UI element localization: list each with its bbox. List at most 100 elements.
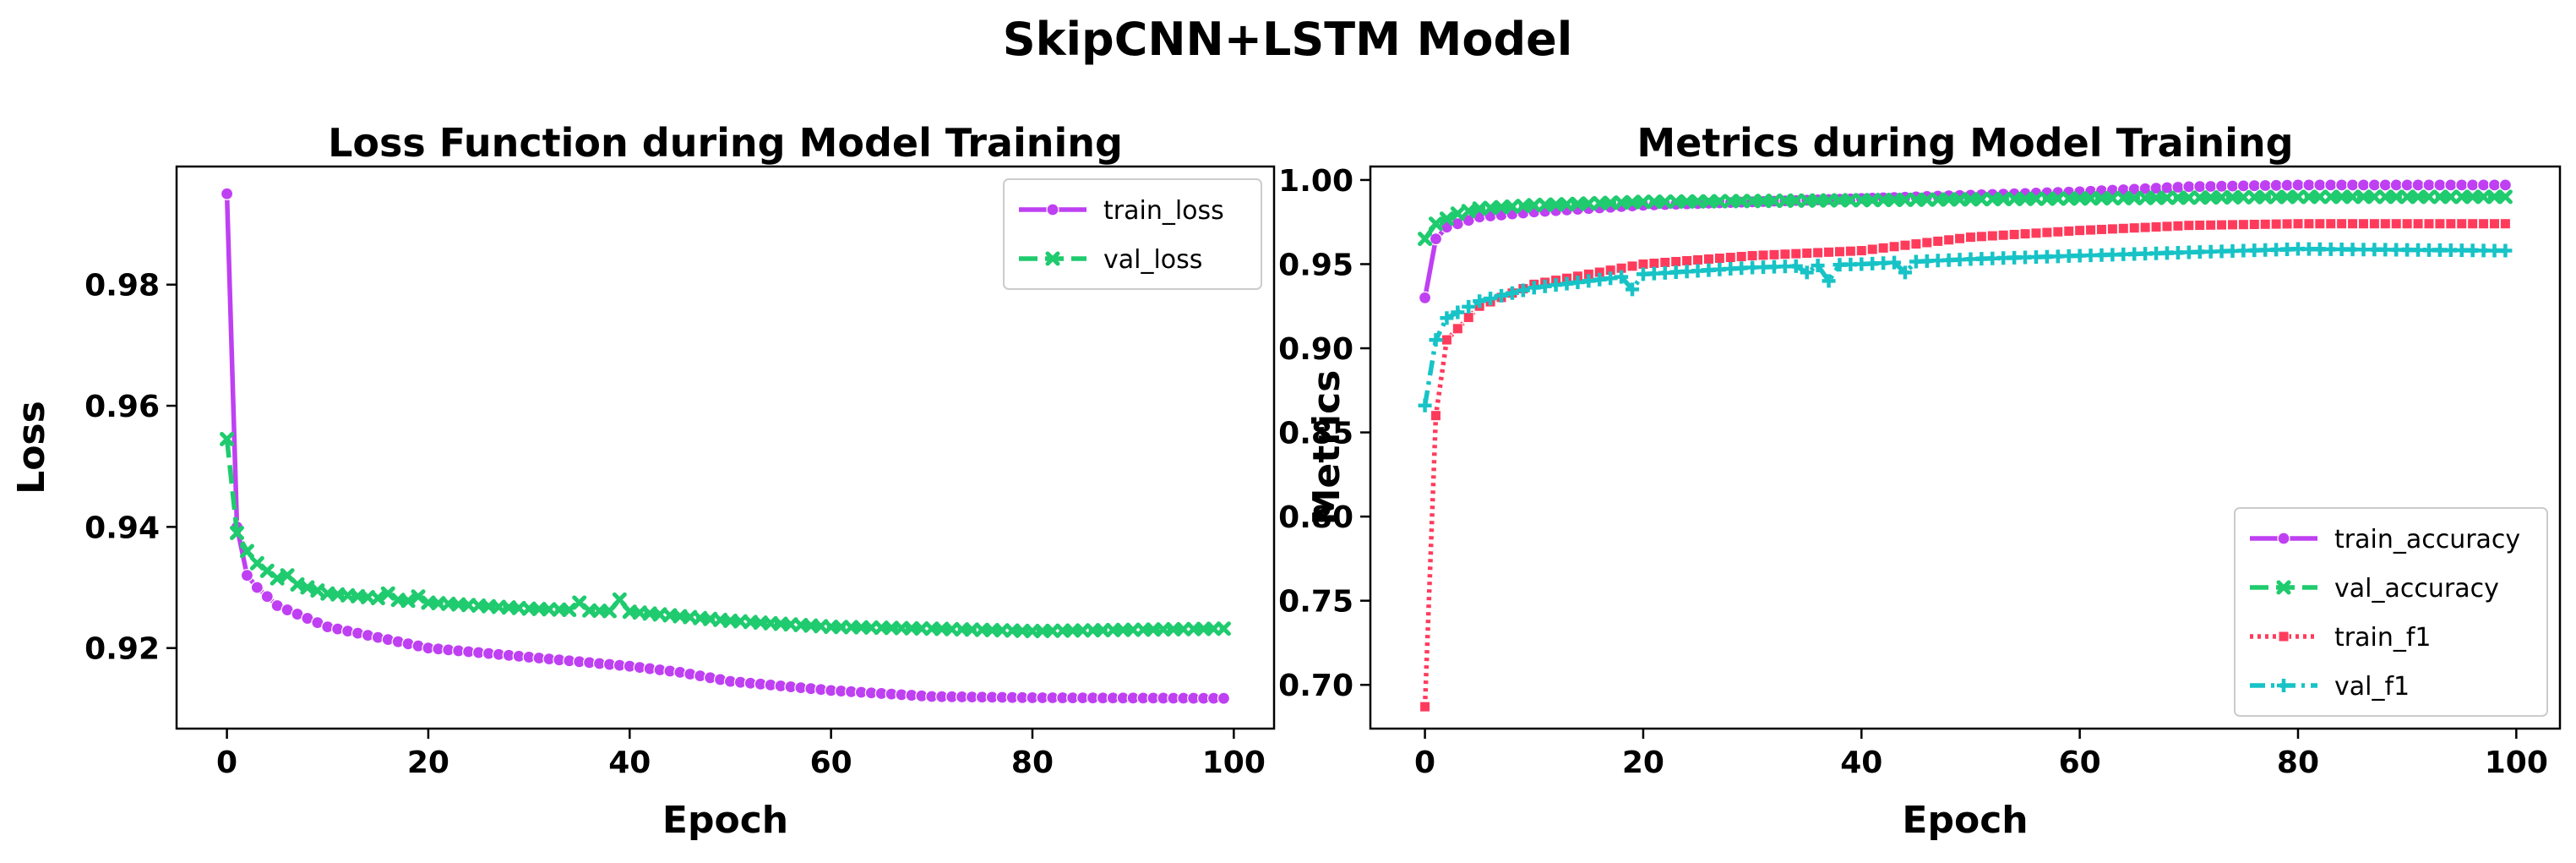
data-point-train_f1 <box>2030 227 2042 239</box>
data-point-val_accuracy <box>1669 194 1684 210</box>
data-point-val_accuracy <box>2225 189 2240 205</box>
data-point-val_accuracy <box>2301 189 2317 205</box>
series-val_loss <box>220 431 1231 639</box>
data-point-val_f1 <box>1887 255 1902 270</box>
data-point-val_accuracy <box>1996 192 2011 207</box>
x-tick-label: 80 <box>1011 746 1054 780</box>
data-point-train_f1 <box>1735 251 1747 263</box>
data-point-train_f1 <box>1975 231 1987 243</box>
data-point-val_accuracy <box>2334 189 2350 205</box>
data-point-val_accuracy <box>1865 193 1880 208</box>
data-point-train_loss <box>260 590 274 604</box>
data-point-train_f1 <box>2390 218 2402 230</box>
data-point-train_loss <box>1217 691 1231 705</box>
data-point-val_accuracy <box>1745 194 1760 209</box>
data-point-val_accuracy <box>1811 193 1826 208</box>
data-point-val_accuracy <box>2312 189 2328 205</box>
data-point-train_f1 <box>1681 254 1693 266</box>
data-point-train_f1 <box>2052 226 2064 238</box>
data-point-train_f1 <box>2292 218 2304 230</box>
axes-frame <box>175 165 1276 730</box>
data-point-train_accuracy <box>2444 178 2458 192</box>
data-point-val_f1 <box>1451 305 1465 320</box>
data-point-val_accuracy <box>1581 196 1596 211</box>
data-point-val_accuracy <box>1920 192 1935 207</box>
data-point-train_f1 <box>2063 225 2075 237</box>
y-tick-label: 0.70 <box>1278 669 1353 703</box>
data-point-train_f1 <box>1997 229 2009 241</box>
data-point-val_loss <box>955 622 970 637</box>
x-tick-label: 80 <box>2277 746 2319 780</box>
x-tick-label: 60 <box>810 746 852 780</box>
data-point-train_accuracy <box>2313 178 2327 192</box>
data-point-train_f1 <box>1812 247 1824 259</box>
data-point-train_f1 <box>1855 245 1867 257</box>
data-point-train_f1 <box>2106 223 2118 235</box>
x-tick-label: 100 <box>2485 746 2548 780</box>
data-point-train_f1 <box>2314 218 2326 230</box>
data-point-val_accuracy <box>2214 190 2230 205</box>
data-point-val_accuracy <box>1756 194 1771 209</box>
data-point-val_accuracy <box>1614 195 1629 210</box>
data-point-val_loss <box>400 593 416 609</box>
data-point-train_accuracy <box>1418 291 1432 304</box>
data-point-val_loss <box>239 543 254 559</box>
legend-marker-train_accuracy <box>2277 532 2290 545</box>
data-point-val_loss <box>1005 623 1020 638</box>
data-point-val_accuracy <box>1723 194 1738 209</box>
data-point-val_accuracy <box>1822 193 1837 208</box>
data-point-train_f1 <box>1768 249 1780 260</box>
data-point-val_accuracy <box>1505 199 1520 214</box>
loss-chart: Loss Function during Model Training 0 20 40… <box>10 120 1276 842</box>
data-point-train_loss <box>250 581 264 594</box>
data-point-val_accuracy <box>2072 191 2088 206</box>
data-point-train_f1 <box>1801 248 1813 259</box>
data-point-val_accuracy <box>2257 189 2273 205</box>
data-point-train_accuracy <box>2487 178 2502 192</box>
data-point-val_loss <box>1206 621 1221 636</box>
data-point-val_loss <box>1085 623 1100 638</box>
data-point-val_loss <box>1025 624 1040 639</box>
data-point-val_f1 <box>1495 288 1509 303</box>
data-point-train_f1 <box>1954 232 1966 244</box>
data-point-val_f1 <box>1898 265 1912 280</box>
data-point-train_f1 <box>2128 222 2140 234</box>
data-point-train_f1 <box>2172 220 2184 232</box>
data-point-train_f1 <box>2456 218 2468 230</box>
data-point-val_accuracy <box>1963 192 1978 207</box>
data-point-train_accuracy <box>2455 178 2469 192</box>
data-point-val_accuracy <box>2029 191 2044 206</box>
data-point-val_accuracy <box>2061 191 2077 206</box>
data-point-val_loss <box>1065 623 1081 638</box>
y-tick-label: 0.95 <box>1278 248 1353 282</box>
data-point-val_accuracy <box>2268 189 2284 205</box>
data-point-train_f1 <box>1899 239 1911 251</box>
data-point-train_f1 <box>1910 238 1922 250</box>
data-point-val_loss <box>1146 622 1161 637</box>
data-point-train_f1 <box>2270 218 2282 230</box>
data-point-train_f1 <box>2259 218 2271 230</box>
x-axis-label: Epoch <box>662 799 788 842</box>
legend-marker-val_accuracy <box>2276 580 2291 595</box>
data-point-train_accuracy <box>2236 179 2250 193</box>
data-point-val_accuracy <box>1527 198 1542 213</box>
data-point-train_f1 <box>2194 219 2206 231</box>
data-point-val_loss <box>984 622 999 637</box>
data-point-train_f1 <box>2139 221 2151 233</box>
data-point-train_accuracy <box>2214 179 2229 193</box>
data-point-val_f1 <box>1811 259 1825 273</box>
y-axis-label: Metrics <box>1305 370 1348 526</box>
data-point-val_accuracy <box>1461 204 1476 219</box>
data-point-val_accuracy <box>1942 192 1957 207</box>
data-point-train_accuracy <box>2247 179 2261 193</box>
data-point-val_accuracy <box>2181 190 2197 205</box>
data-point-val_accuracy <box>1418 232 1433 247</box>
series-line-val_accuracy <box>1423 194 2506 241</box>
data-point-val_accuracy <box>1985 192 2000 207</box>
data-point-val_loss <box>1186 621 1201 636</box>
data-point-val_loss <box>884 620 899 636</box>
data-point-val_f1 <box>1626 282 1640 297</box>
data-point-train_f1 <box>1670 255 1682 267</box>
y-tick-label: 0.96 <box>84 390 160 424</box>
